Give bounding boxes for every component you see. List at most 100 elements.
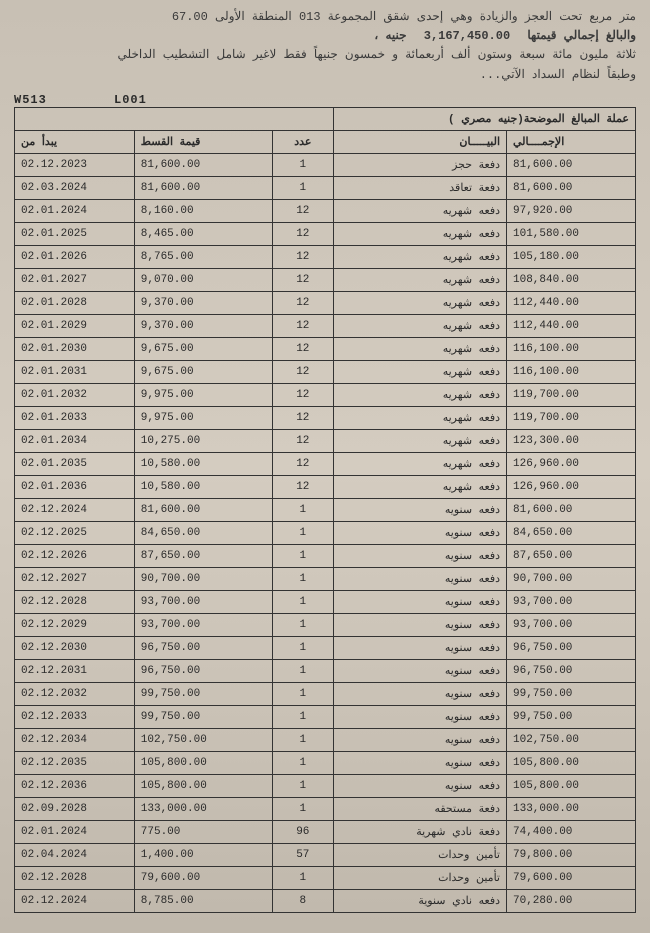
col-header-desc: البيـــــان [333, 130, 506, 153]
cell-inst: 8,160.00 [134, 199, 272, 222]
cell-date: 02.01.2033 [15, 406, 135, 429]
cell-count: 12 [273, 383, 334, 406]
cell-inst: 9,675.00 [134, 337, 272, 360]
cell-count: 1 [273, 521, 334, 544]
cell-desc: دفعه شهريه [333, 245, 506, 268]
cell-total: 102,750.00 [507, 728, 636, 751]
cell-count: 12 [273, 452, 334, 475]
cell-date: 02.01.2027 [15, 268, 135, 291]
cell-date: 02.01.2030 [15, 337, 135, 360]
cell-count: 1 [273, 797, 334, 820]
cell-count: 12 [273, 291, 334, 314]
cell-date: 02.12.2029 [15, 613, 135, 636]
cell-date: 02.12.2032 [15, 682, 135, 705]
cell-desc: دفعه شهريه [333, 360, 506, 383]
table-row: 119,700.00دفعه شهريه129,975.0002.01.2033 [15, 406, 636, 429]
cell-total: 116,100.00 [507, 337, 636, 360]
cell-date: 02.12.2030 [15, 636, 135, 659]
cell-desc: دفعه نادي سنوية [333, 889, 506, 912]
cell-total: 133,000.00 [507, 797, 636, 820]
cell-desc: دفعه شهريه [333, 222, 506, 245]
cell-count: 57 [273, 843, 334, 866]
cell-total: 79,600.00 [507, 866, 636, 889]
table-row: 108,840.00دفعه شهريه129,070.0002.01.2027 [15, 268, 636, 291]
cell-count: 1 [273, 567, 334, 590]
cell-inst: 99,750.00 [134, 705, 272, 728]
cell-inst: 8,465.00 [134, 222, 272, 245]
cell-inst: 102,750.00 [134, 728, 272, 751]
table-row: 126,960.00دفعه شهريه1210,580.0002.01.203… [15, 452, 636, 475]
cell-count: 12 [273, 337, 334, 360]
cell-inst: 775.00 [134, 820, 272, 843]
col-header-date: يبدأ من [15, 130, 135, 153]
cell-inst: 81,600.00 [134, 153, 272, 176]
cell-date: 02.01.2029 [15, 314, 135, 337]
cell-desc: دفعه شهريه [333, 383, 506, 406]
cell-total: 87,650.00 [507, 544, 636, 567]
cell-desc: دفعه سنويه [333, 751, 506, 774]
cell-inst: 10,580.00 [134, 475, 272, 498]
currency-caption: عملة المبالغ الموضحة(جنيه مصري ) [333, 107, 635, 130]
cell-total: 119,700.00 [507, 406, 636, 429]
cell-total: 126,960.00 [507, 452, 636, 475]
table-row: 81,600.00دفعة تعاقد181,600.0002.03.2024 [15, 176, 636, 199]
cell-total: 116,100.00 [507, 360, 636, 383]
cell-count: 1 [273, 728, 334, 751]
cell-count: 1 [273, 659, 334, 682]
reference-codes: W513 L001 [14, 93, 636, 107]
header-line-3: ثلاثة مليون مائة سبعة وستون ألف أربعمائة… [14, 46, 636, 65]
table-row: 116,100.00دفعه شهريه129,675.0002.01.2030 [15, 337, 636, 360]
cell-count: 8 [273, 889, 334, 912]
col-header-total: الإجمــــالي [507, 130, 636, 153]
cell-count: 1 [273, 613, 334, 636]
cell-count: 1 [273, 774, 334, 797]
cell-inst: 90,700.00 [134, 567, 272, 590]
cell-inst: 84,650.00 [134, 521, 272, 544]
cell-date: 02.12.2028 [15, 590, 135, 613]
cell-date: 02.12.2028 [15, 866, 135, 889]
cell-count: 1 [273, 153, 334, 176]
cell-date: 02.01.2036 [15, 475, 135, 498]
cell-count: 1 [273, 751, 334, 774]
cell-date: 02.01.2031 [15, 360, 135, 383]
cell-total: 112,440.00 [507, 314, 636, 337]
cell-total: 101,580.00 [507, 222, 636, 245]
cell-inst: 87,650.00 [134, 544, 272, 567]
cell-total: 90,700.00 [507, 567, 636, 590]
table-row: 84,650.00دفعه سنويه184,650.0002.12.2025 [15, 521, 636, 544]
table-row: 90,700.00دفعه سنويه190,700.0002.12.2027 [15, 567, 636, 590]
cell-date: 02.12.2027 [15, 567, 135, 590]
cell-inst: 99,750.00 [134, 682, 272, 705]
table-row: 93,700.00دفعه سنويه193,700.0002.12.2029 [15, 613, 636, 636]
table-caption-row: عملة المبالغ الموضحة(جنيه مصري ) [15, 107, 636, 130]
cell-total: 123,300.00 [507, 429, 636, 452]
cell-desc: دفعة تعاقد [333, 176, 506, 199]
cell-date: 02.01.2025 [15, 222, 135, 245]
cell-count: 12 [273, 268, 334, 291]
cell-count: 12 [273, 222, 334, 245]
cell-total: 119,700.00 [507, 383, 636, 406]
cell-count: 12 [273, 475, 334, 498]
cell-total: 99,750.00 [507, 705, 636, 728]
header-line-4: وطبقاً لنظام السداد الآتي... [14, 66, 636, 85]
table-row: 81,600.00دفعة حجز181,600.0002.12.2023 [15, 153, 636, 176]
table-row: 87,650.00دفعه سنويه187,650.0002.12.2026 [15, 544, 636, 567]
cell-inst: 1,400.00 [134, 843, 272, 866]
cell-desc: تأمين وحدات [333, 843, 506, 866]
cell-date: 02.12.2025 [15, 521, 135, 544]
cell-date: 02.12.2033 [15, 705, 135, 728]
cell-count: 12 [273, 245, 334, 268]
cell-date: 02.12.2023 [15, 153, 135, 176]
cell-total: 96,750.00 [507, 659, 636, 682]
cell-desc: دفعه شهريه [333, 268, 506, 291]
cell-date: 02.12.2026 [15, 544, 135, 567]
cell-date: 02.01.2024 [15, 820, 135, 843]
cell-desc: دفعه شهريه [333, 429, 506, 452]
cell-total: 81,600.00 [507, 176, 636, 199]
document-header-text: متر مربع تحت العجز والزيادة وهي إحدى شقق… [14, 8, 636, 85]
cell-inst: 93,700.00 [134, 590, 272, 613]
col-header-inst: قيمة القسط [134, 130, 272, 153]
cell-desc: دفعه سنويه [333, 659, 506, 682]
table-row: 97,920.00دفعه شهريه128,160.0002.01.2024 [15, 199, 636, 222]
table-row: 102,750.00دفعه سنويه1102,750.0002.12.203… [15, 728, 636, 751]
